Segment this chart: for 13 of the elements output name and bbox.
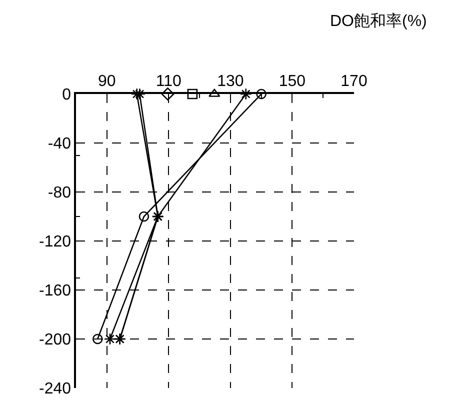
- x-tick-label: 150: [278, 72, 306, 90]
- y-tick-label: -120: [39, 234, 72, 251]
- y-tick-label: -40: [48, 136, 72, 153]
- y-tick-label: -160: [39, 282, 72, 300]
- y-tick-label: -200: [39, 332, 72, 349]
- x-axis-title: DO飽和率(%): [330, 12, 427, 30]
- x-tick-label: 110: [156, 72, 182, 90]
- y-tick-label: -80: [48, 184, 72, 202]
- x-tick-label: 170: [340, 72, 368, 90]
- y-tick-label: 0: [62, 86, 72, 104]
- x-tick-label: 130: [217, 72, 244, 90]
- x-tick-label: 90: [98, 72, 116, 90]
- y-tick-label: -240: [39, 380, 72, 398]
